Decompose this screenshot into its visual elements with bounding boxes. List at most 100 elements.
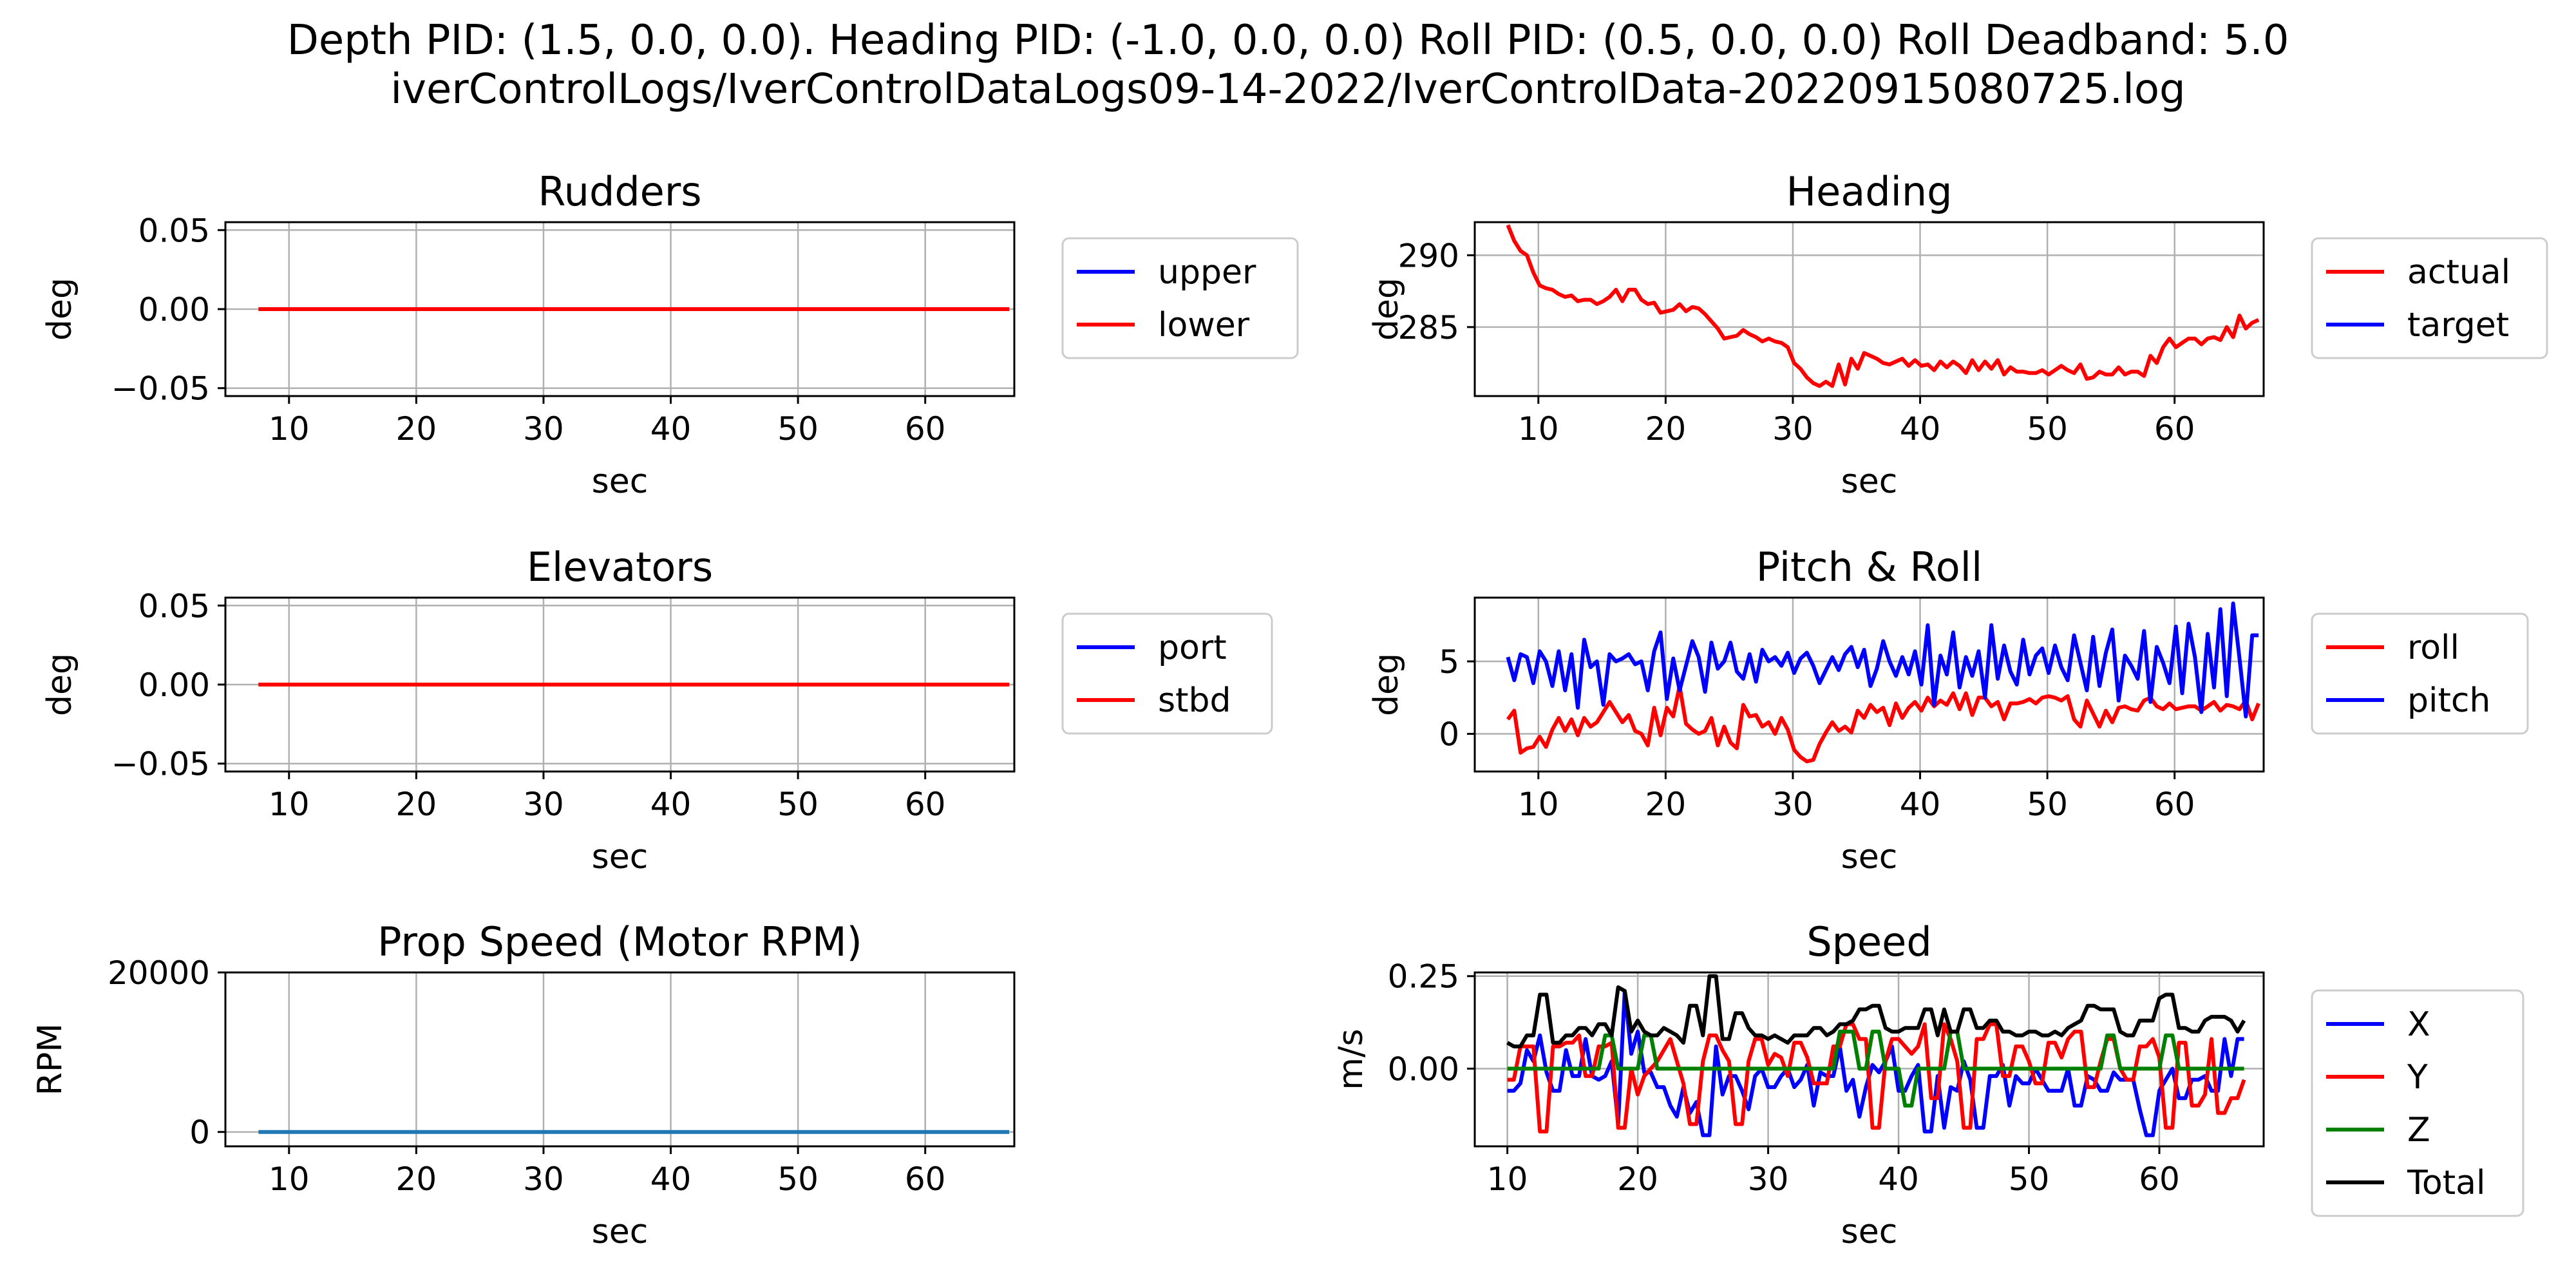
- x-tick-label: 60: [905, 1160, 946, 1198]
- series-line-actual: [1506, 224, 2260, 388]
- x-axis-label: sec: [1841, 838, 1898, 876]
- panel-title: Speed: [1806, 918, 1931, 965]
- y-tick-label: 0: [1439, 716, 1459, 753]
- y-tick-label: 0.25: [1388, 958, 1459, 996]
- x-axis-label: sec: [592, 838, 649, 876]
- legend-label: roll: [2407, 629, 2459, 667]
- x-tick-label: 30: [523, 1160, 564, 1198]
- series-line-roll: [1506, 684, 2260, 764]
- x-tick-label: 40: [650, 1160, 692, 1198]
- legend-label: pitch: [2407, 681, 2490, 720]
- legend-box: [2311, 237, 2548, 359]
- panel-heading: 10 20 30 40 50 60 290 285 Heading sec deg actual tar…: [1367, 168, 2548, 501]
- x-tick-label: 60: [2139, 1160, 2180, 1198]
- legend-label: actual: [2407, 253, 2510, 292]
- legend-heading: actual target: [2311, 237, 2548, 359]
- x-tick-label: 50: [2027, 786, 2068, 823]
- y-axis-label: deg: [1367, 653, 1406, 716]
- x-tick-label: 10: [1487, 1160, 1528, 1198]
- x-tick-label: 40: [1900, 786, 1941, 823]
- x-tick-label: 40: [650, 410, 692, 448]
- legend-label: X: [2407, 1005, 2430, 1044]
- legend-label: Total: [2407, 1164, 2485, 1202]
- x-tick-label: 50: [2009, 1160, 2050, 1198]
- axes-frame-pitchroll: [1473, 596, 2265, 773]
- x-tick-label: 10: [269, 786, 310, 823]
- axes-frame-speed: [1473, 971, 2265, 1148]
- legend-box: [1061, 237, 1299, 359]
- x-axis-label: sec: [1841, 462, 1898, 501]
- series-line-total: [1506, 974, 2246, 1048]
- x-tick-label: 60: [905, 410, 946, 448]
- panel-elevators: 10 20 30 40 50 60 0.05 0.00 −0.05 Elevators sec deg…: [41, 544, 1273, 876]
- x-tick-label: 40: [1878, 1160, 1919, 1198]
- series-line-x: [1507, 989, 2244, 1137]
- x-tick-label: 10: [1518, 410, 1559, 448]
- x-tick-label: 20: [396, 1160, 437, 1198]
- x-tick-label: 20: [396, 410, 437, 448]
- x-axis-label: sec: [592, 462, 649, 501]
- series-line-pitch: [1506, 601, 2259, 719]
- panel-prop: 10 20 30 40 50 60 20000 0 Prop Speed (Motor RPM)…: [31, 918, 1016, 1251]
- legend-box: [1061, 612, 1273, 735]
- plot-area-prop: [225, 972, 1014, 1146]
- y-tick-label: −0.05: [111, 370, 210, 408]
- x-tick-label: 30: [523, 786, 564, 823]
- plot-area-heading: [1475, 222, 2264, 396]
- x-tick-label: 50: [777, 786, 819, 823]
- legend-label: upper: [1158, 253, 1256, 292]
- series-group-speed: [1506, 974, 2246, 1137]
- y-tick-label: 0.00: [138, 667, 210, 704]
- panel-title: Rudders: [538, 168, 701, 215]
- x-tick-label: 30: [1772, 410, 1814, 448]
- x-tick-label: 20: [1645, 410, 1687, 448]
- legend-label: Y: [2407, 1058, 2428, 1097]
- y-axis-label: m/s: [1332, 1028, 1370, 1090]
- x-tick-label: 60: [905, 786, 946, 823]
- legend-label: port: [1158, 629, 1227, 667]
- x-tick-label: 50: [777, 410, 819, 448]
- y-tick-label: 5: [1439, 643, 1459, 681]
- axes-frame-prop: [224, 971, 1016, 1148]
- y-tick-label: 0.05: [138, 587, 210, 625]
- y-tick-label: 285: [1398, 309, 1459, 346]
- x-tick-label: 20: [396, 786, 437, 823]
- figure-title-line1: Depth PID: (1.5, 0.0, 0.0). Heading PID:…: [287, 17, 2289, 64]
- x-tick-label: 10: [269, 410, 310, 448]
- y-tick-label: 0.00: [1388, 1050, 1459, 1088]
- y-axis-label: deg: [41, 278, 79, 341]
- panel-title: Heading: [1786, 168, 1953, 215]
- x-tick-label: 60: [2154, 410, 2195, 448]
- y-axis-label: deg: [41, 653, 79, 716]
- x-tick-label: 50: [777, 1160, 819, 1198]
- figure-title-line2: iverControlLogs/IverControlDataLogs09-14…: [390, 66, 2185, 113]
- y-tick-label: −0.05: [111, 746, 210, 783]
- x-tick-label: 40: [650, 786, 692, 823]
- legend-label: stbd: [1158, 681, 1231, 720]
- x-tick-label: 10: [1518, 786, 1559, 823]
- legend-label: target: [2407, 306, 2509, 345]
- legend-label: lower: [1158, 306, 1250, 345]
- legend-rudders: upper lower: [1061, 237, 1299, 359]
- y-tick-label: 0.00: [138, 291, 210, 328]
- y-axis-label: RPM: [31, 1023, 70, 1095]
- x-tick-label: 60: [2154, 786, 2195, 823]
- x-tick-label: 30: [523, 410, 564, 448]
- y-tick-label: 290: [1398, 237, 1459, 274]
- x-axis-label: sec: [1841, 1213, 1898, 1251]
- legend-speed: XYZ Total: [2311, 989, 2524, 1217]
- x-tick-label: 20: [1645, 786, 1687, 823]
- y-tick-label: 20000: [108, 954, 210, 992]
- legend-pitchroll: roll pitch: [2311, 612, 2529, 735]
- axes-frame-heading: [1473, 221, 2265, 397]
- y-tick-label: 0: [189, 1114, 210, 1151]
- legend-box: [2311, 989, 2524, 1217]
- legend-elevators: port stbd: [1061, 612, 1273, 735]
- y-axis-label: deg: [1367, 278, 1406, 341]
- x-tick-label: 10: [269, 1160, 310, 1198]
- panel-rudders: 10 20 30 40 50 60 0.05 0.00 −0.05 Rudders sec deg up…: [41, 168, 1299, 501]
- panel-title: Elevators: [527, 544, 713, 591]
- series-line-z: [1507, 1029, 2244, 1108]
